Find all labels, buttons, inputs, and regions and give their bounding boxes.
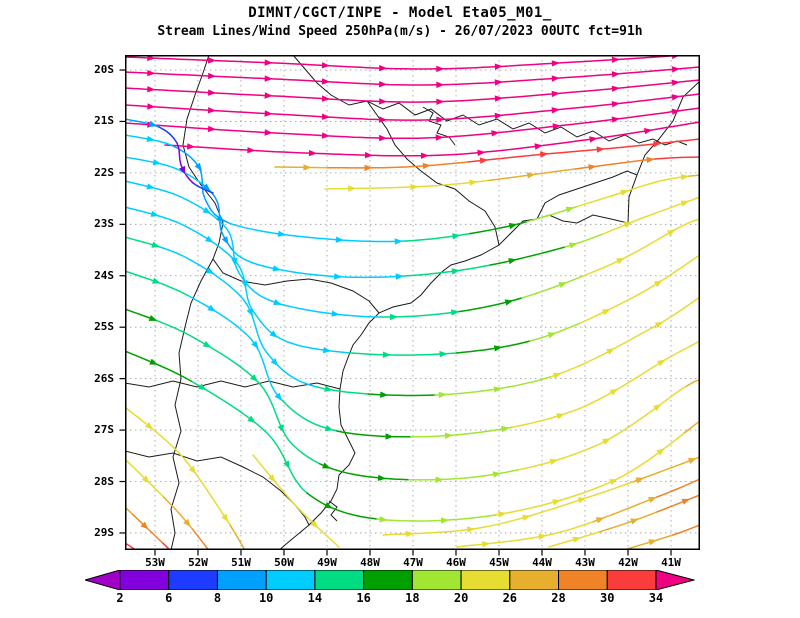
y-axis-label: 27S (94, 423, 114, 437)
colorbar-arrow-right (655, 569, 696, 591)
colorbar-segment (606, 569, 657, 591)
colorbar-scale (83, 569, 696, 591)
colorbar-segment (411, 569, 462, 591)
y-axis-label: 26S (94, 371, 114, 385)
streamlines (125, 55, 700, 550)
streamline-path (376, 206, 603, 522)
x-axis-label: 42W (618, 556, 638, 569)
colorbar-tick-label: 10 (258, 591, 274, 605)
streamline-arrowheads (179, 165, 186, 175)
colorbar-arrow-left (83, 569, 121, 591)
x-axis-label: 51W (231, 556, 251, 569)
x-axis-label: 46W (446, 556, 466, 569)
plot-border (125, 55, 700, 550)
x-axis-label: 45W (489, 556, 509, 569)
x-axis-label: 48W (360, 556, 380, 569)
y-axis-label: 23S (94, 217, 114, 231)
map-plot-area (117, 55, 700, 562)
y-axis-label: 21S (94, 114, 114, 128)
grid-lines (125, 55, 700, 550)
streamline-path (176, 142, 194, 184)
axis-ticks (119, 69, 672, 556)
x-axis-label: 44W (532, 556, 552, 569)
streamline-arrowheads (148, 222, 518, 509)
x-axis-label: 52W (188, 556, 208, 569)
colorbar-tick-label: 26 (502, 591, 518, 605)
colorbar-segment (558, 569, 608, 591)
streamline-arrowheads (147, 55, 680, 159)
chart-title-line1: DIMNT/CGCT/INPE - Model Eta05_M01_ (248, 5, 552, 21)
colorbar-tick-label: 16 (356, 591, 371, 605)
colorbar-tick-label: 28 (551, 591, 566, 605)
x-axis-label: 53W (145, 556, 165, 569)
colorbar-tick-label: 14 (307, 591, 323, 605)
colorbar-segment (314, 569, 365, 591)
streamline-path (125, 176, 700, 548)
streamline-arrowheads (149, 120, 229, 245)
x-axis-label: 49W (317, 556, 337, 569)
plot-inner (125, 55, 700, 550)
streamline-arrowheads (146, 135, 404, 401)
colorbar-tick-label: 34 (648, 591, 664, 605)
streamline-path (158, 126, 214, 194)
y-axis-label: 20S (94, 63, 114, 76)
colorbar-tick-label: 20 (453, 591, 469, 605)
colorbar-tick-label: 2 (116, 591, 124, 605)
streamline-plot (119, 55, 700, 556)
colorbar-tick-label: 18 (405, 591, 420, 605)
y-axis-label: 29S (94, 525, 114, 539)
y-axis-labels: 20S 21S 22S 23S 24S 25S 26S 27S 28S 29S (82, 55, 114, 550)
streamline-path (125, 138, 700, 550)
x-axis-label: 47W (403, 556, 423, 569)
x-axis-label: 41W (661, 556, 681, 569)
colorbar-segment (168, 569, 218, 591)
colorbar-segment (216, 569, 267, 591)
colorbar-segment (119, 569, 170, 591)
colorbar: 2 6 8 10 14 16 18 20 26 28 30 34 (83, 569, 696, 614)
colorbar-segment (460, 569, 511, 591)
colorbar-segment (509, 569, 560, 591)
chart-title-line2: Stream Lines/Wind Speed 250hPa(m/s) - 26… (157, 24, 643, 39)
colorbar-tick-label: 8 (213, 591, 222, 605)
colorbar-segment (363, 569, 413, 591)
x-axis-labels: 53W 52W 51W 50W 49W 48W 47W 46W 45W 44W 43W 42W 41W (125, 556, 700, 570)
streamline-arrowheads (140, 156, 691, 530)
y-axis-label: 22S (94, 165, 114, 179)
colorbar-segment (265, 569, 316, 591)
x-axis-label: 50W (274, 556, 294, 569)
colorbar-tick-label: 6 (165, 591, 173, 605)
y-axis-label: 25S (94, 320, 114, 334)
streamline-path (125, 134, 406, 398)
streamline-path (132, 158, 700, 550)
y-axis-label: 24S (94, 268, 114, 282)
x-axis-label: 43W (575, 556, 595, 569)
colorbar-tick-label: 30 (600, 591, 615, 605)
colorbar-labels: 2 6 8 10 14 16 18 20 26 28 30 34 (85, 591, 695, 609)
streamline-path (125, 55, 700, 157)
y-axis-label: 28S (94, 474, 114, 488)
